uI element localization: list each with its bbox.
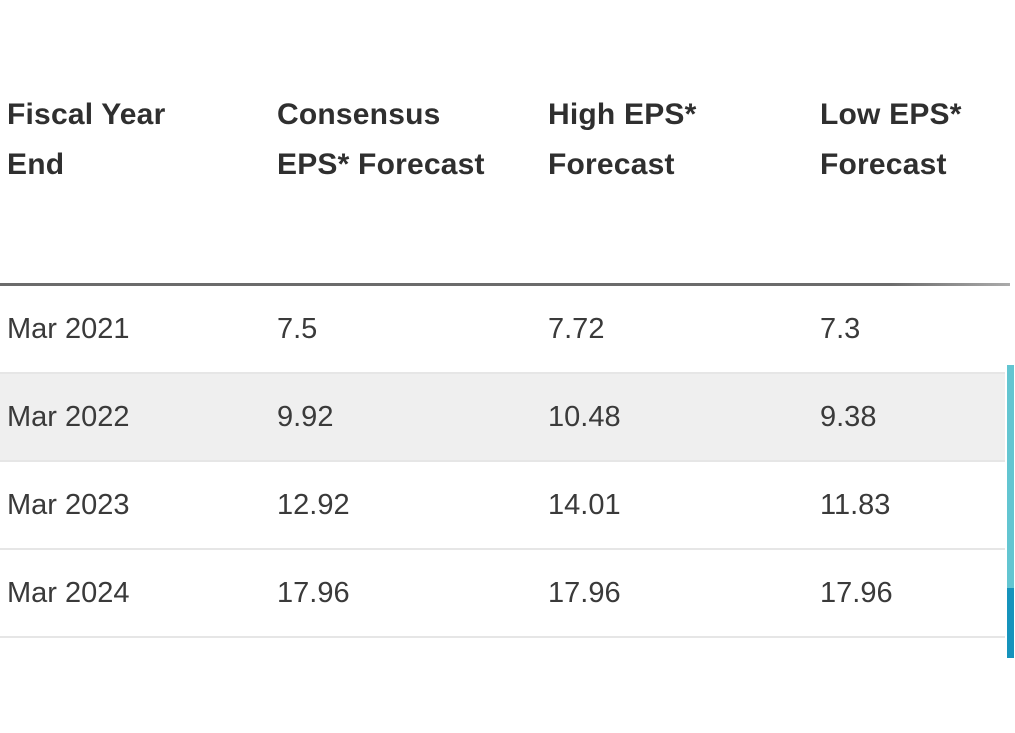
column-header-label: High EPS* [548,98,697,131]
column-header-label: Consensus [277,98,441,131]
table-row-mar-2023[interactable]: Mar 2023 12.92 14.01 11.83 [0,462,1005,550]
column-header-fiscal-year-end: Fiscal Year End [7,90,277,190]
cell-high-eps: 10.48 [548,400,621,433]
table-body: Mar 2021 7.5 7.72 7.3 Mar 2022 9.92 10.4… [0,286,1005,638]
column-header-high-eps-forecast: High EPS* Forecast [548,90,820,190]
cell-fiscal-year-end: Mar 2023 [7,488,130,521]
cell-consensus-eps: 12.92 [277,488,350,521]
column-header-label: Fiscal Year [7,98,166,131]
header-divider [0,283,1010,286]
cell-fiscal-year-end: Mar 2021 [7,312,130,345]
table-header-row: Fiscal Year End Consensus EPS* Forecast … [0,90,1005,190]
cell-high-eps: 17.96 [548,576,621,609]
cell-consensus-eps: 9.92 [277,400,334,433]
cell-high-eps: 14.01 [548,488,621,521]
cell-fiscal-year-end: Mar 2024 [7,576,130,609]
cell-low-eps: 9.38 [820,400,877,433]
cell-low-eps: 11.83 [820,488,891,521]
column-header-label: Forecast [548,148,675,181]
cell-low-eps: 17.96 [820,576,893,609]
cell-consensus-eps: 17.96 [277,576,350,609]
column-header-label: EPS* Forecast [277,148,485,181]
vertical-scrollbar-track[interactable] [1007,365,1014,658]
table-row-mar-2022[interactable]: Mar 2022 9.92 10.48 9.38 [0,374,1005,462]
column-header-low-eps-forecast: Low EPS* Forecast [820,90,1005,190]
cell-fiscal-year-end: Mar 2022 [7,400,130,433]
column-header-label: Forecast [820,148,947,181]
column-header-consensus-eps-forecast: Consensus EPS* Forecast [277,90,548,190]
cell-low-eps: 7.3 [820,312,861,345]
cell-consensus-eps: 7.5 [277,312,318,345]
table-row-mar-2024[interactable]: Mar 2024 17.96 17.96 17.96 [0,550,1005,638]
table-row-mar-2021[interactable]: Mar 2021 7.5 7.72 7.3 [0,286,1005,374]
vertical-scrollbar-thumb[interactable] [1007,588,1014,658]
column-header-label: Low EPS* [820,98,962,131]
cell-high-eps: 7.72 [548,312,605,345]
column-header-label: End [7,148,65,181]
